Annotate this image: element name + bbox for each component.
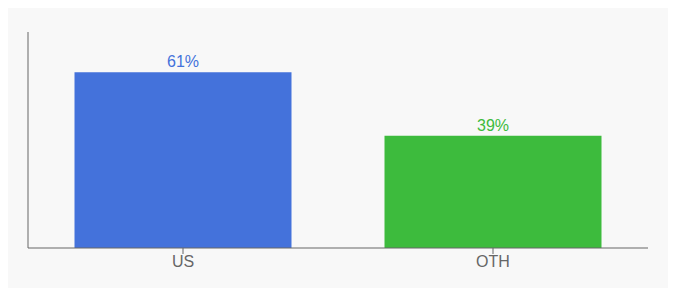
- svg-text:US: US: [172, 253, 194, 270]
- svg-text:39%: 39%: [477, 117, 509, 134]
- svg-text:OTH: OTH: [476, 253, 510, 270]
- svg-text:61%: 61%: [167, 53, 199, 70]
